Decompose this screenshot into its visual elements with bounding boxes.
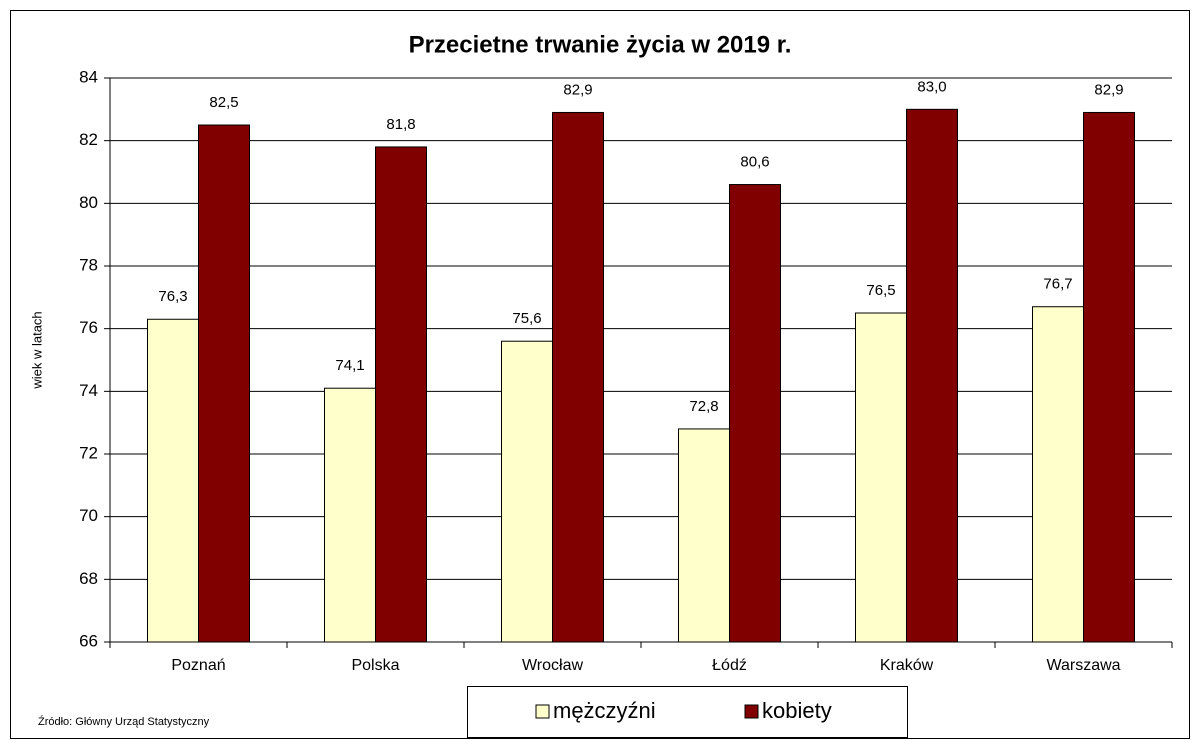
y-tick-label: 72 — [79, 443, 98, 462]
y-tick-label: 66 — [79, 631, 98, 650]
x-tick-label: Poznań — [171, 657, 225, 674]
data-label: 74,1 — [335, 357, 364, 374]
data-label: 82,9 — [1094, 81, 1123, 98]
legend-swatch — [535, 704, 550, 719]
bar — [906, 108, 958, 643]
bar — [1083, 111, 1135, 643]
bar — [1032, 306, 1084, 643]
x-tick-label: Wrocław — [522, 657, 583, 674]
data-label: 76,3 — [158, 288, 187, 305]
bar — [198, 124, 250, 643]
bar — [324, 387, 376, 643]
bar — [375, 146, 427, 643]
y-tick-label: 80 — [79, 193, 98, 212]
y-tick-label: 70 — [79, 506, 98, 525]
source-note: Źródło: Główny Urząd Statystyczny — [38, 715, 210, 728]
data-label: 72,8 — [689, 398, 718, 415]
legend-label: mężczyźni — [553, 698, 656, 723]
data-label: 80,6 — [740, 154, 769, 171]
chart-title: Przecietne trwanie życia w 2019 r. — [409, 31, 792, 58]
y-tick-label: 76 — [79, 318, 98, 337]
data-label: 81,8 — [386, 116, 415, 133]
data-label: 82,5 — [209, 94, 238, 111]
bar — [855, 312, 907, 643]
bar — [729, 184, 781, 643]
y-tick-label: 84 — [79, 67, 98, 86]
data-label: 76,5 — [866, 282, 895, 299]
y-tick-label: 78 — [79, 255, 98, 274]
x-tick-label: Warszawa — [1046, 657, 1120, 674]
legend-box — [467, 686, 908, 738]
x-tick-label: Kraków — [880, 657, 934, 674]
y-tick-label: 82 — [79, 130, 98, 149]
y-axis-label: wiek w latach — [29, 311, 44, 389]
data-label: 75,6 — [512, 310, 541, 327]
data-label: 83,0 — [917, 78, 946, 95]
data-label: 82,9 — [563, 81, 592, 98]
y-tick-label: 74 — [79, 381, 98, 400]
bar — [147, 318, 199, 643]
x-tick-label: Łódź — [712, 657, 747, 674]
data-label: 76,7 — [1043, 276, 1072, 293]
bar — [678, 428, 730, 643]
x-tick-label: Polska — [351, 657, 399, 674]
y-tick-label: 68 — [79, 569, 98, 588]
legend-label: kobiety — [762, 698, 832, 723]
bar — [501, 340, 553, 643]
legend-swatch — [744, 704, 759, 719]
bar — [552, 111, 604, 643]
